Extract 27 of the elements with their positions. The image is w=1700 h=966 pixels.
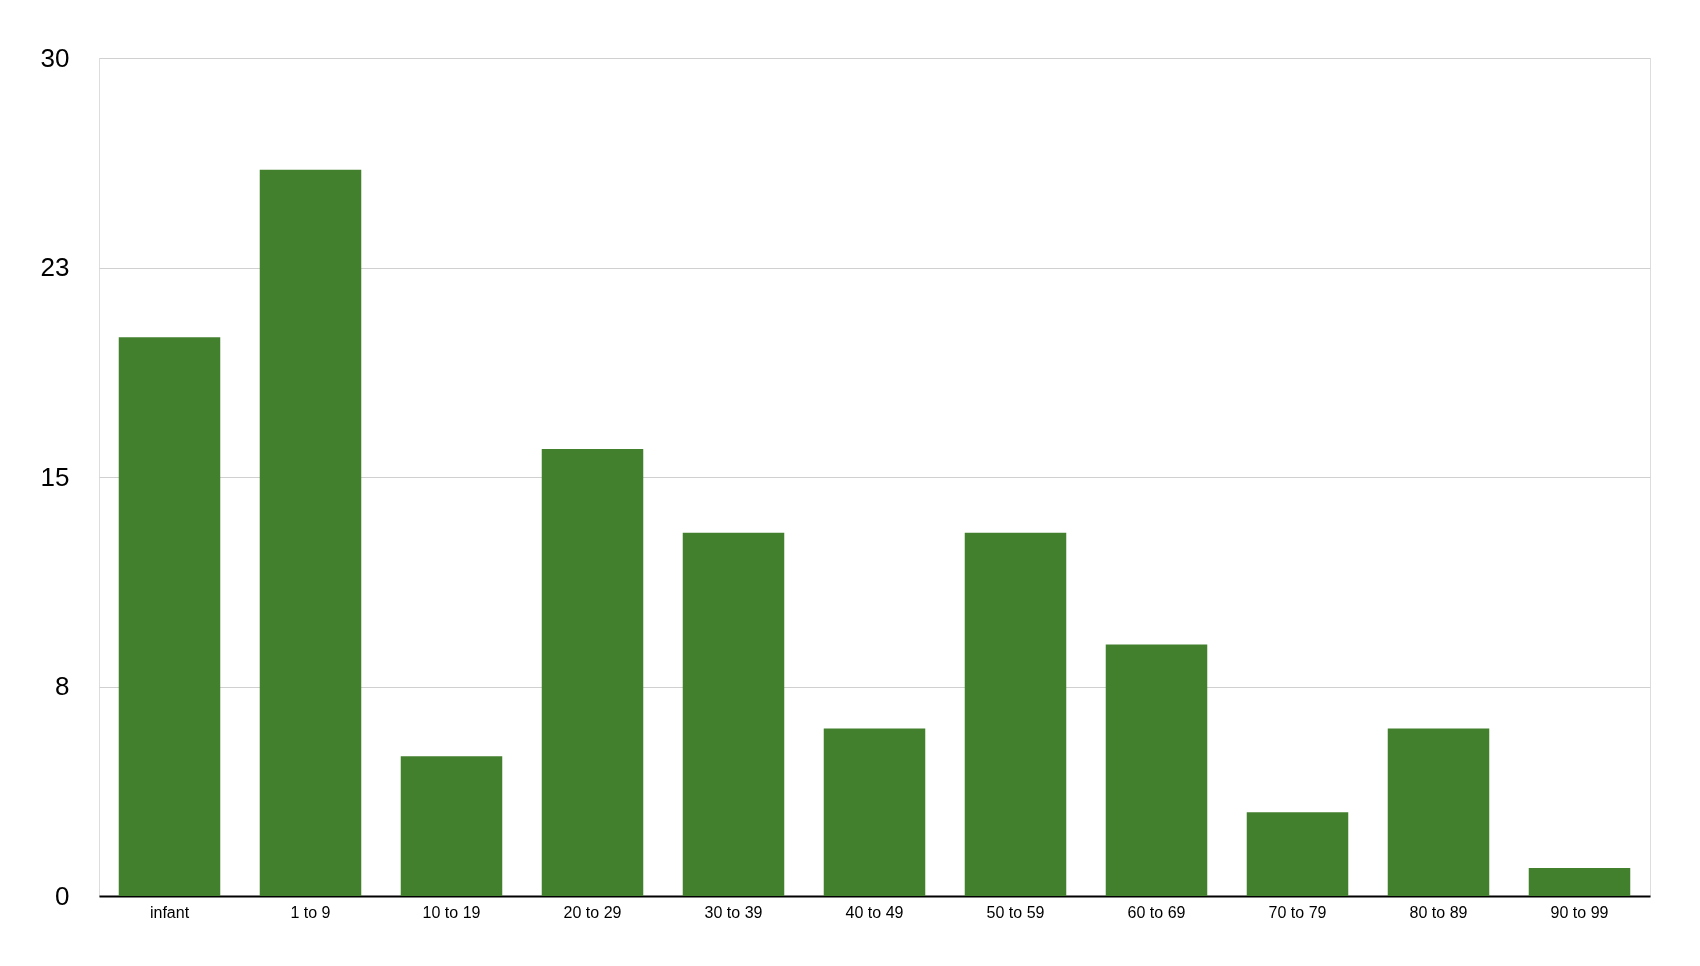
bar	[1528, 868, 1631, 896]
x-tick-label: 20 to 29	[563, 903, 622, 921]
x-tick-label: 70 to 79	[1268, 903, 1327, 921]
bar	[682, 532, 785, 896]
x-tick-label: 60 to 69	[1127, 903, 1186, 921]
bar	[259, 169, 362, 896]
bar	[541, 449, 644, 896]
bar	[823, 728, 926, 896]
y-tick-label: 15	[40, 461, 70, 492]
y-tick-label: 8	[55, 671, 70, 701]
y-tick-label: 0	[55, 880, 70, 911]
y-tick-label: 23	[40, 252, 70, 282]
bar	[1387, 728, 1490, 896]
bar	[1105, 644, 1208, 896]
x-tick-label: 40 to 49	[845, 903, 904, 921]
bar	[118, 337, 221, 896]
x-tick-label: 80 to 89	[1409, 903, 1468, 921]
x-tick-label: infant	[149, 903, 190, 921]
x-tick-label: 90 to 99	[1550, 903, 1609, 921]
x-tick-label: 50 to 59	[986, 903, 1045, 921]
x-tick-label: 1 to 9	[290, 903, 331, 921]
bar	[400, 756, 503, 896]
x-tick-label: 10 to 19	[422, 903, 481, 921]
bar	[1246, 812, 1349, 896]
y-tick-label: 30	[40, 42, 70, 73]
x-tick-label: 30 to 39	[704, 903, 763, 921]
bar	[964, 532, 1067, 896]
